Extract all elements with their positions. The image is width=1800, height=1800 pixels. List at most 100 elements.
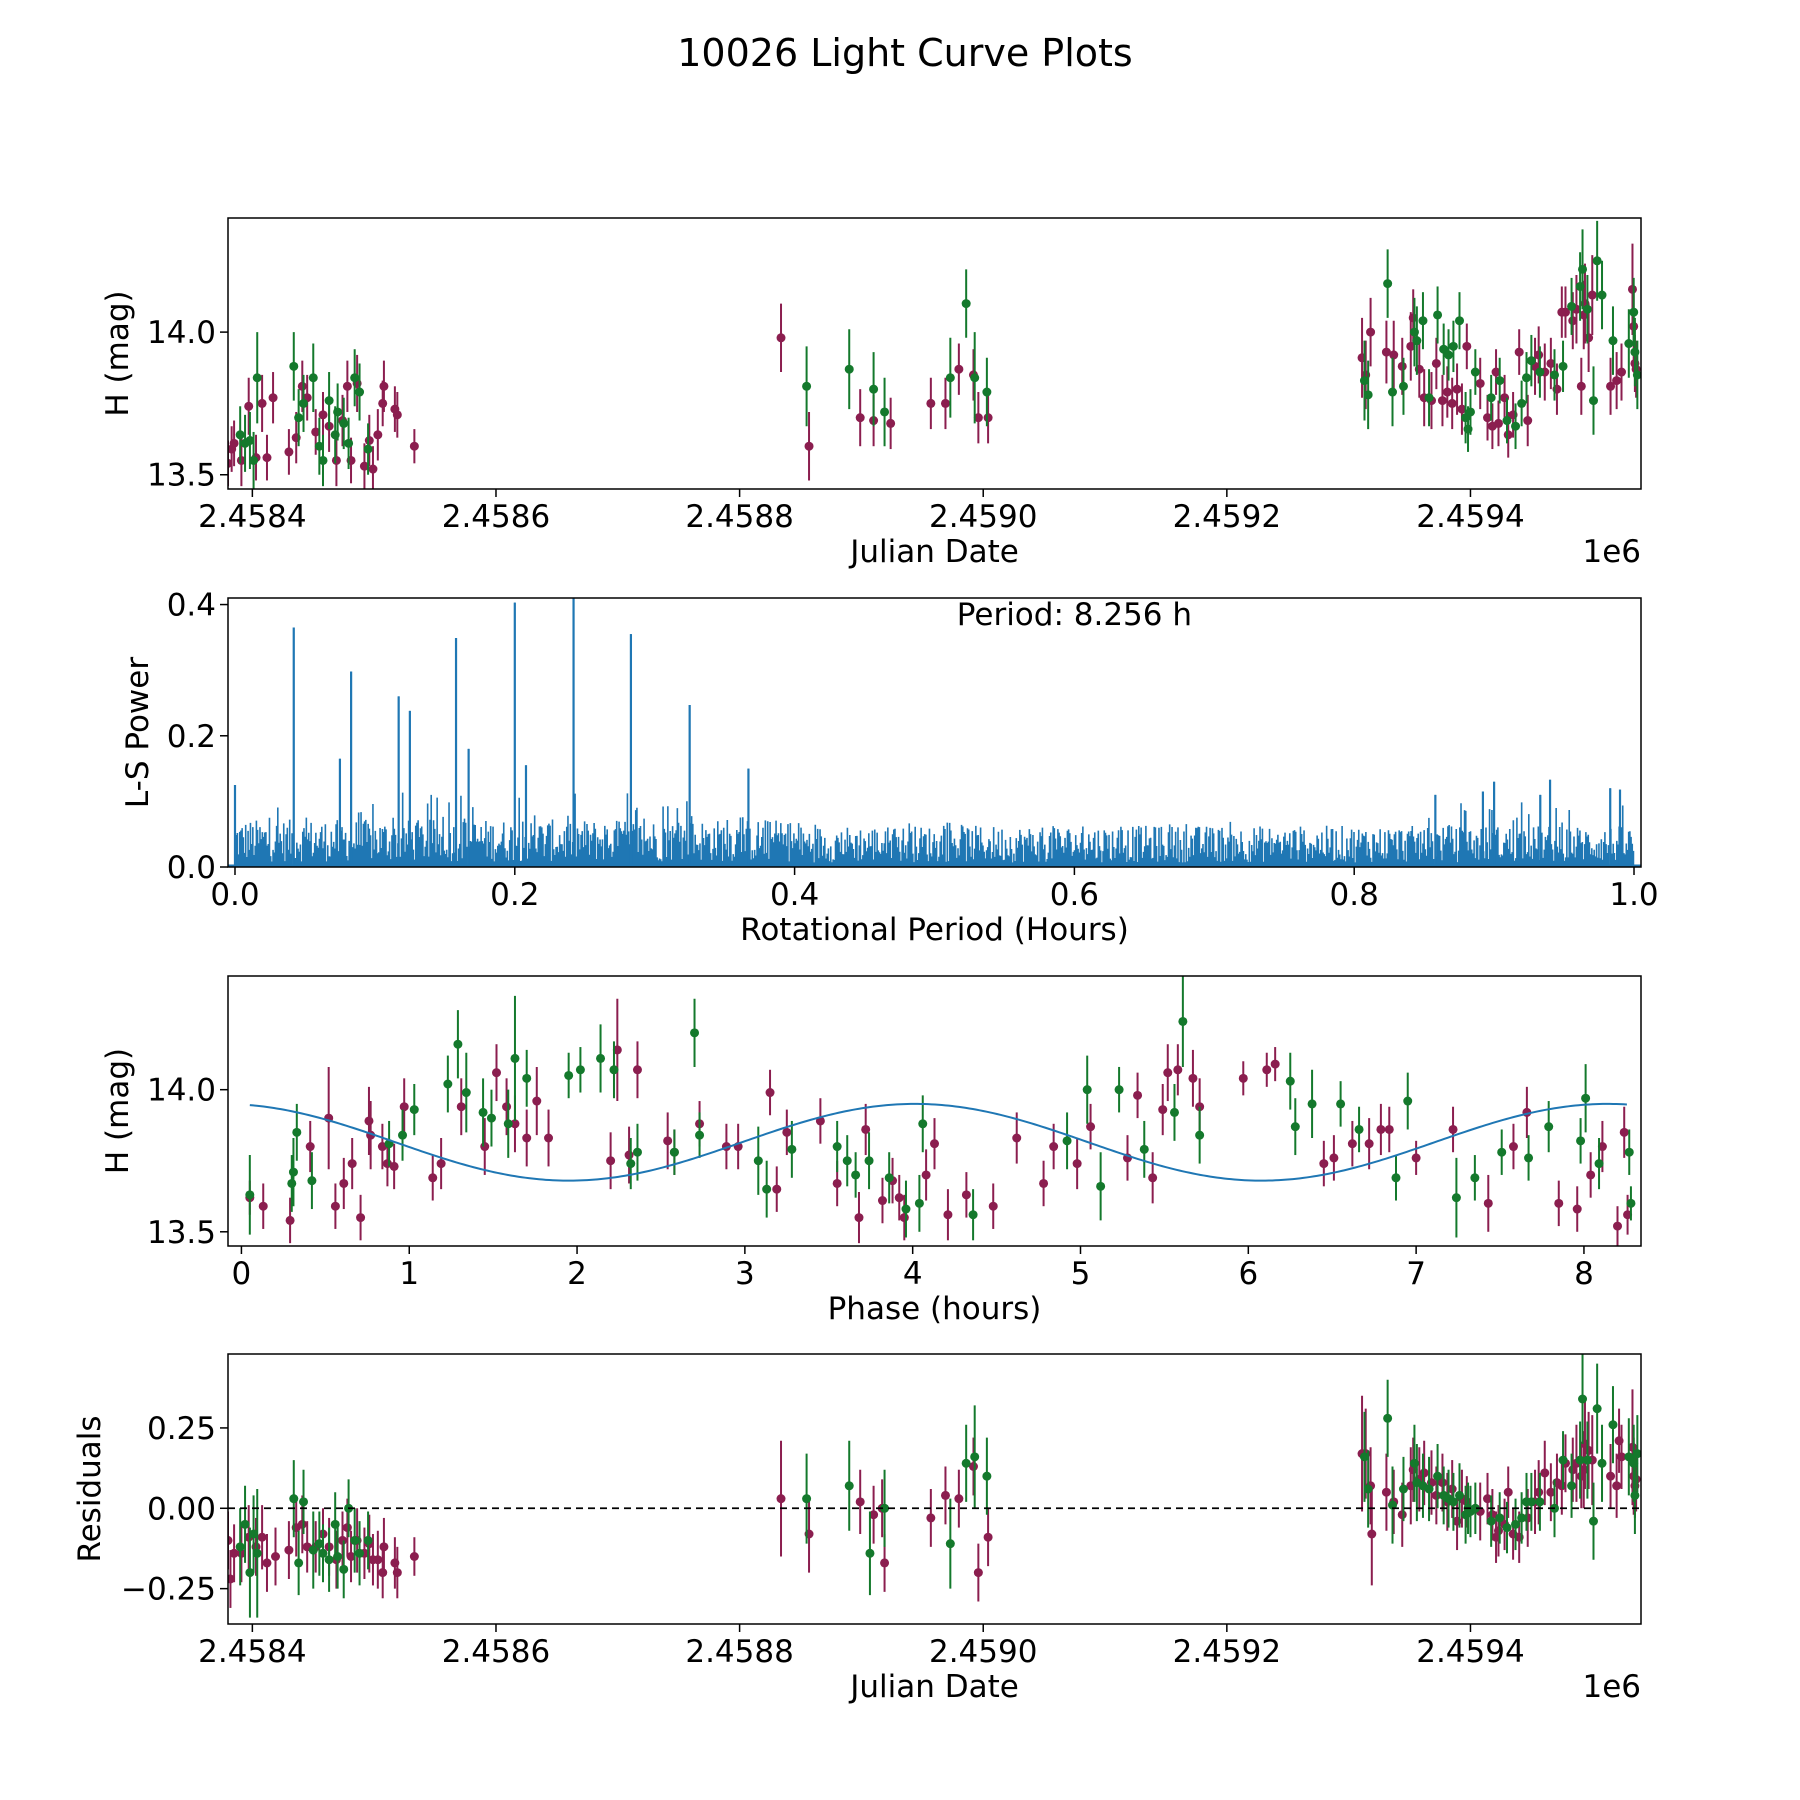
data-point [762,1184,772,1194]
series-red [228,243,1641,489]
data-point [1447,1484,1457,1494]
plot-area [228,598,1641,867]
data-point [339,418,349,428]
data-point [244,401,254,411]
data-point [982,1471,992,1481]
data-point [342,381,352,391]
data-point [333,1552,343,1561]
data-point [1588,1516,1598,1526]
data-point [988,1201,998,1211]
data-point [409,1552,419,1561]
data-point [1072,1159,1082,1169]
data-point [926,1513,936,1523]
data-point [1419,1468,1429,1478]
data-point [346,1552,356,1561]
data-point [318,1548,328,1558]
x-tick-label: 4 [903,1256,923,1292]
data-point [392,1568,402,1578]
data-point [373,430,383,440]
data-point [1336,1099,1346,1109]
data-point [1442,387,1452,397]
data-point [1062,1136,1072,1146]
data-point [292,1127,302,1137]
data-point [308,373,318,383]
data-point [832,1142,842,1152]
data-point [1630,1490,1640,1500]
data-point [436,1159,446,1169]
x-tick-label: 2.4592 [1173,499,1281,535]
x-tick-label: 2.4590 [929,1634,1037,1670]
data-point [1546,358,1556,368]
data-point [1567,301,1577,311]
data-point [869,384,879,394]
data-point [318,410,328,420]
data-point [342,1523,352,1533]
data-point [695,1130,705,1140]
x-tick-label: 2.4586 [442,1634,550,1670]
data-point [1612,1481,1622,1491]
data-point [330,1201,340,1211]
data-point [359,461,369,471]
data-point [854,1213,864,1223]
data-point [1086,1122,1096,1132]
data-point [314,1539,324,1549]
data-point [1133,1090,1143,1100]
data-point [1597,290,1607,300]
data-point [355,1548,365,1558]
data-point [229,1548,239,1558]
data-point [1624,339,1634,349]
y-tick-label: 0.0 [167,850,216,886]
data-point [1363,390,1373,400]
data-point [1452,384,1462,394]
data-point [1347,1139,1357,1149]
data-point [478,1107,488,1117]
x-tick-label: 1 [399,1256,419,1292]
data-point [252,1548,262,1558]
data-point [669,1147,679,1157]
data-point [1188,1073,1198,1083]
data-point [1503,1487,1513,1497]
data-point [918,1119,928,1129]
data-point [782,1127,792,1137]
data-point [1195,1130,1205,1140]
axes-frame [227,597,1642,868]
x-tick-label: 3 [735,1256,755,1292]
data-point [240,1519,250,1529]
data-point [1158,1105,1168,1115]
data-point [1437,396,1447,406]
data-point [1626,1198,1636,1208]
data-point [1388,1500,1398,1510]
data-point [502,1102,512,1112]
data-point [1262,1065,1272,1075]
data-point [1465,407,1475,417]
data-point [776,1494,786,1504]
data-point [1508,1142,1518,1152]
data-point [347,1159,357,1169]
data-point [842,1156,852,1166]
data-point [245,436,255,446]
data-point [880,407,890,417]
data-point [1526,356,1536,366]
series-green [235,220,1641,489]
data-point [1568,316,1578,326]
x-tick-label: 2.4588 [685,1634,793,1670]
data-point [236,455,246,465]
data-point [379,1542,389,1552]
data-point [1397,361,1407,371]
data-point [1082,1085,1092,1095]
data-point [289,361,299,371]
x-tick-label: 0.2 [490,877,539,913]
data-point [1632,1449,1641,1459]
data-point [869,1510,879,1520]
data-point [855,1497,865,1507]
data-point [284,1545,294,1555]
data-point [1418,316,1428,326]
x-axis-label: Rotational Period (Hours) [740,912,1129,948]
data-point [1624,1147,1634,1157]
y-axis-label: H (mag) [100,1048,136,1174]
data-point [1483,1198,1493,1208]
data-point [1359,1452,1369,1462]
data-point [1412,336,1422,346]
data-point [1448,341,1458,351]
data-point [492,1068,502,1078]
